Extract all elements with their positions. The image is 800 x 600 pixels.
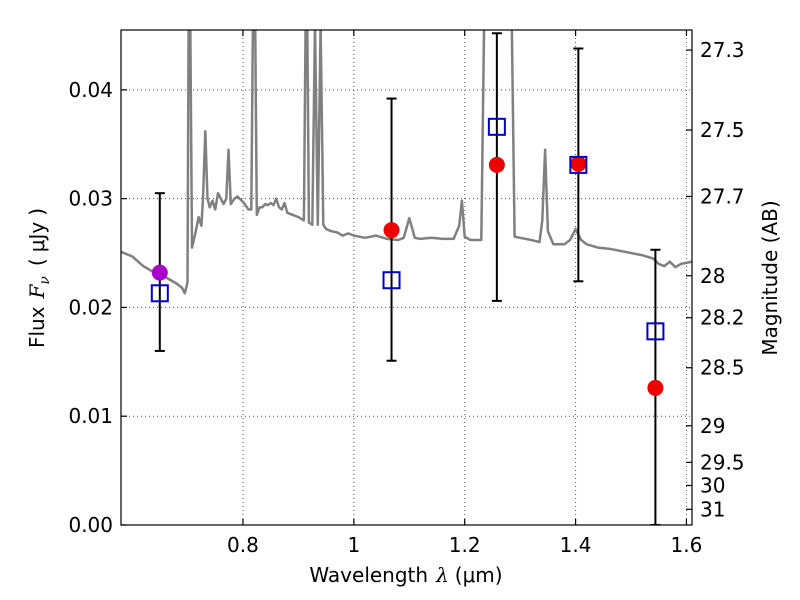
x-axis-label-name: Wavelength xyxy=(309,563,428,587)
y-axis-label-open-paren: ( xyxy=(25,258,49,266)
y-axis-label-close-paren: ) xyxy=(25,208,49,216)
x-tick-label: 1.6 xyxy=(671,533,703,557)
x-tick-label: 1 xyxy=(347,533,360,557)
y-axis-label-symbol: F xyxy=(25,283,49,299)
data-markers xyxy=(150,117,665,396)
x-tick-label: 1.4 xyxy=(560,533,592,557)
template-spectrum xyxy=(121,30,692,295)
x-axis-label-symbol: λ xyxy=(435,563,449,587)
y2-tick-label: 29.5 xyxy=(700,450,745,474)
x-axis-ticks: 0.8 1 1.2 1.4 1.6 xyxy=(227,30,702,557)
observed-flux-point xyxy=(488,156,505,173)
x-axis-label: Wavelength λ (μm) xyxy=(309,563,502,587)
x-axis-label-unit: (μm) xyxy=(455,563,503,587)
y2-axis-label: Magnitude (AB) xyxy=(758,200,782,355)
y2-tick-label: 27.3 xyxy=(700,38,745,62)
error-bars xyxy=(154,32,661,525)
y-tick-label: 0.01 xyxy=(68,404,113,428)
model-photometry-point xyxy=(382,271,401,290)
y-tick-label: 0.03 xyxy=(68,187,113,211)
y-axis-label-unit: μJy xyxy=(25,222,49,253)
y-axis-ticks: 0.00 0.01 0.02 0.03 0.04 xyxy=(68,78,127,537)
model-photometry-point xyxy=(646,322,665,341)
y-tick-label: 0.04 xyxy=(68,78,113,102)
x-tick-label: 0.8 xyxy=(227,533,259,557)
grid xyxy=(121,30,692,526)
model-photometry-point xyxy=(150,284,169,303)
y2-tick-label: 30 xyxy=(700,473,725,497)
y-tick-label: 0.02 xyxy=(68,295,113,319)
y2-tick-label: 29 xyxy=(700,414,725,438)
y-axis-label-subscript: ν xyxy=(37,276,53,285)
y-tick-label: 0.00 xyxy=(68,513,113,537)
y2-tick-label: 27.5 xyxy=(700,118,745,142)
observed-flux-point xyxy=(383,222,400,239)
x-tick-label: 1.2 xyxy=(449,533,481,557)
model-photometry-point xyxy=(487,117,506,136)
observed-flux-point xyxy=(570,155,587,172)
observed-flux-point xyxy=(647,379,664,396)
plot-frame xyxy=(120,29,693,526)
observed-flux-point xyxy=(151,264,168,281)
model-photometry-point xyxy=(569,155,588,174)
y2-tick-label: 28.2 xyxy=(700,306,745,330)
y-axis-label: Flux Fν ( μJy) xyxy=(25,208,53,348)
spectrum-line xyxy=(121,30,692,295)
y2-tick-label: 31 xyxy=(700,497,725,521)
y2-tick-label: 28 xyxy=(700,264,725,288)
y2-tick-label: 27.7 xyxy=(700,184,745,208)
y-axis-label-name: Flux xyxy=(25,306,49,348)
y2-tick-label: 28.5 xyxy=(700,356,745,380)
